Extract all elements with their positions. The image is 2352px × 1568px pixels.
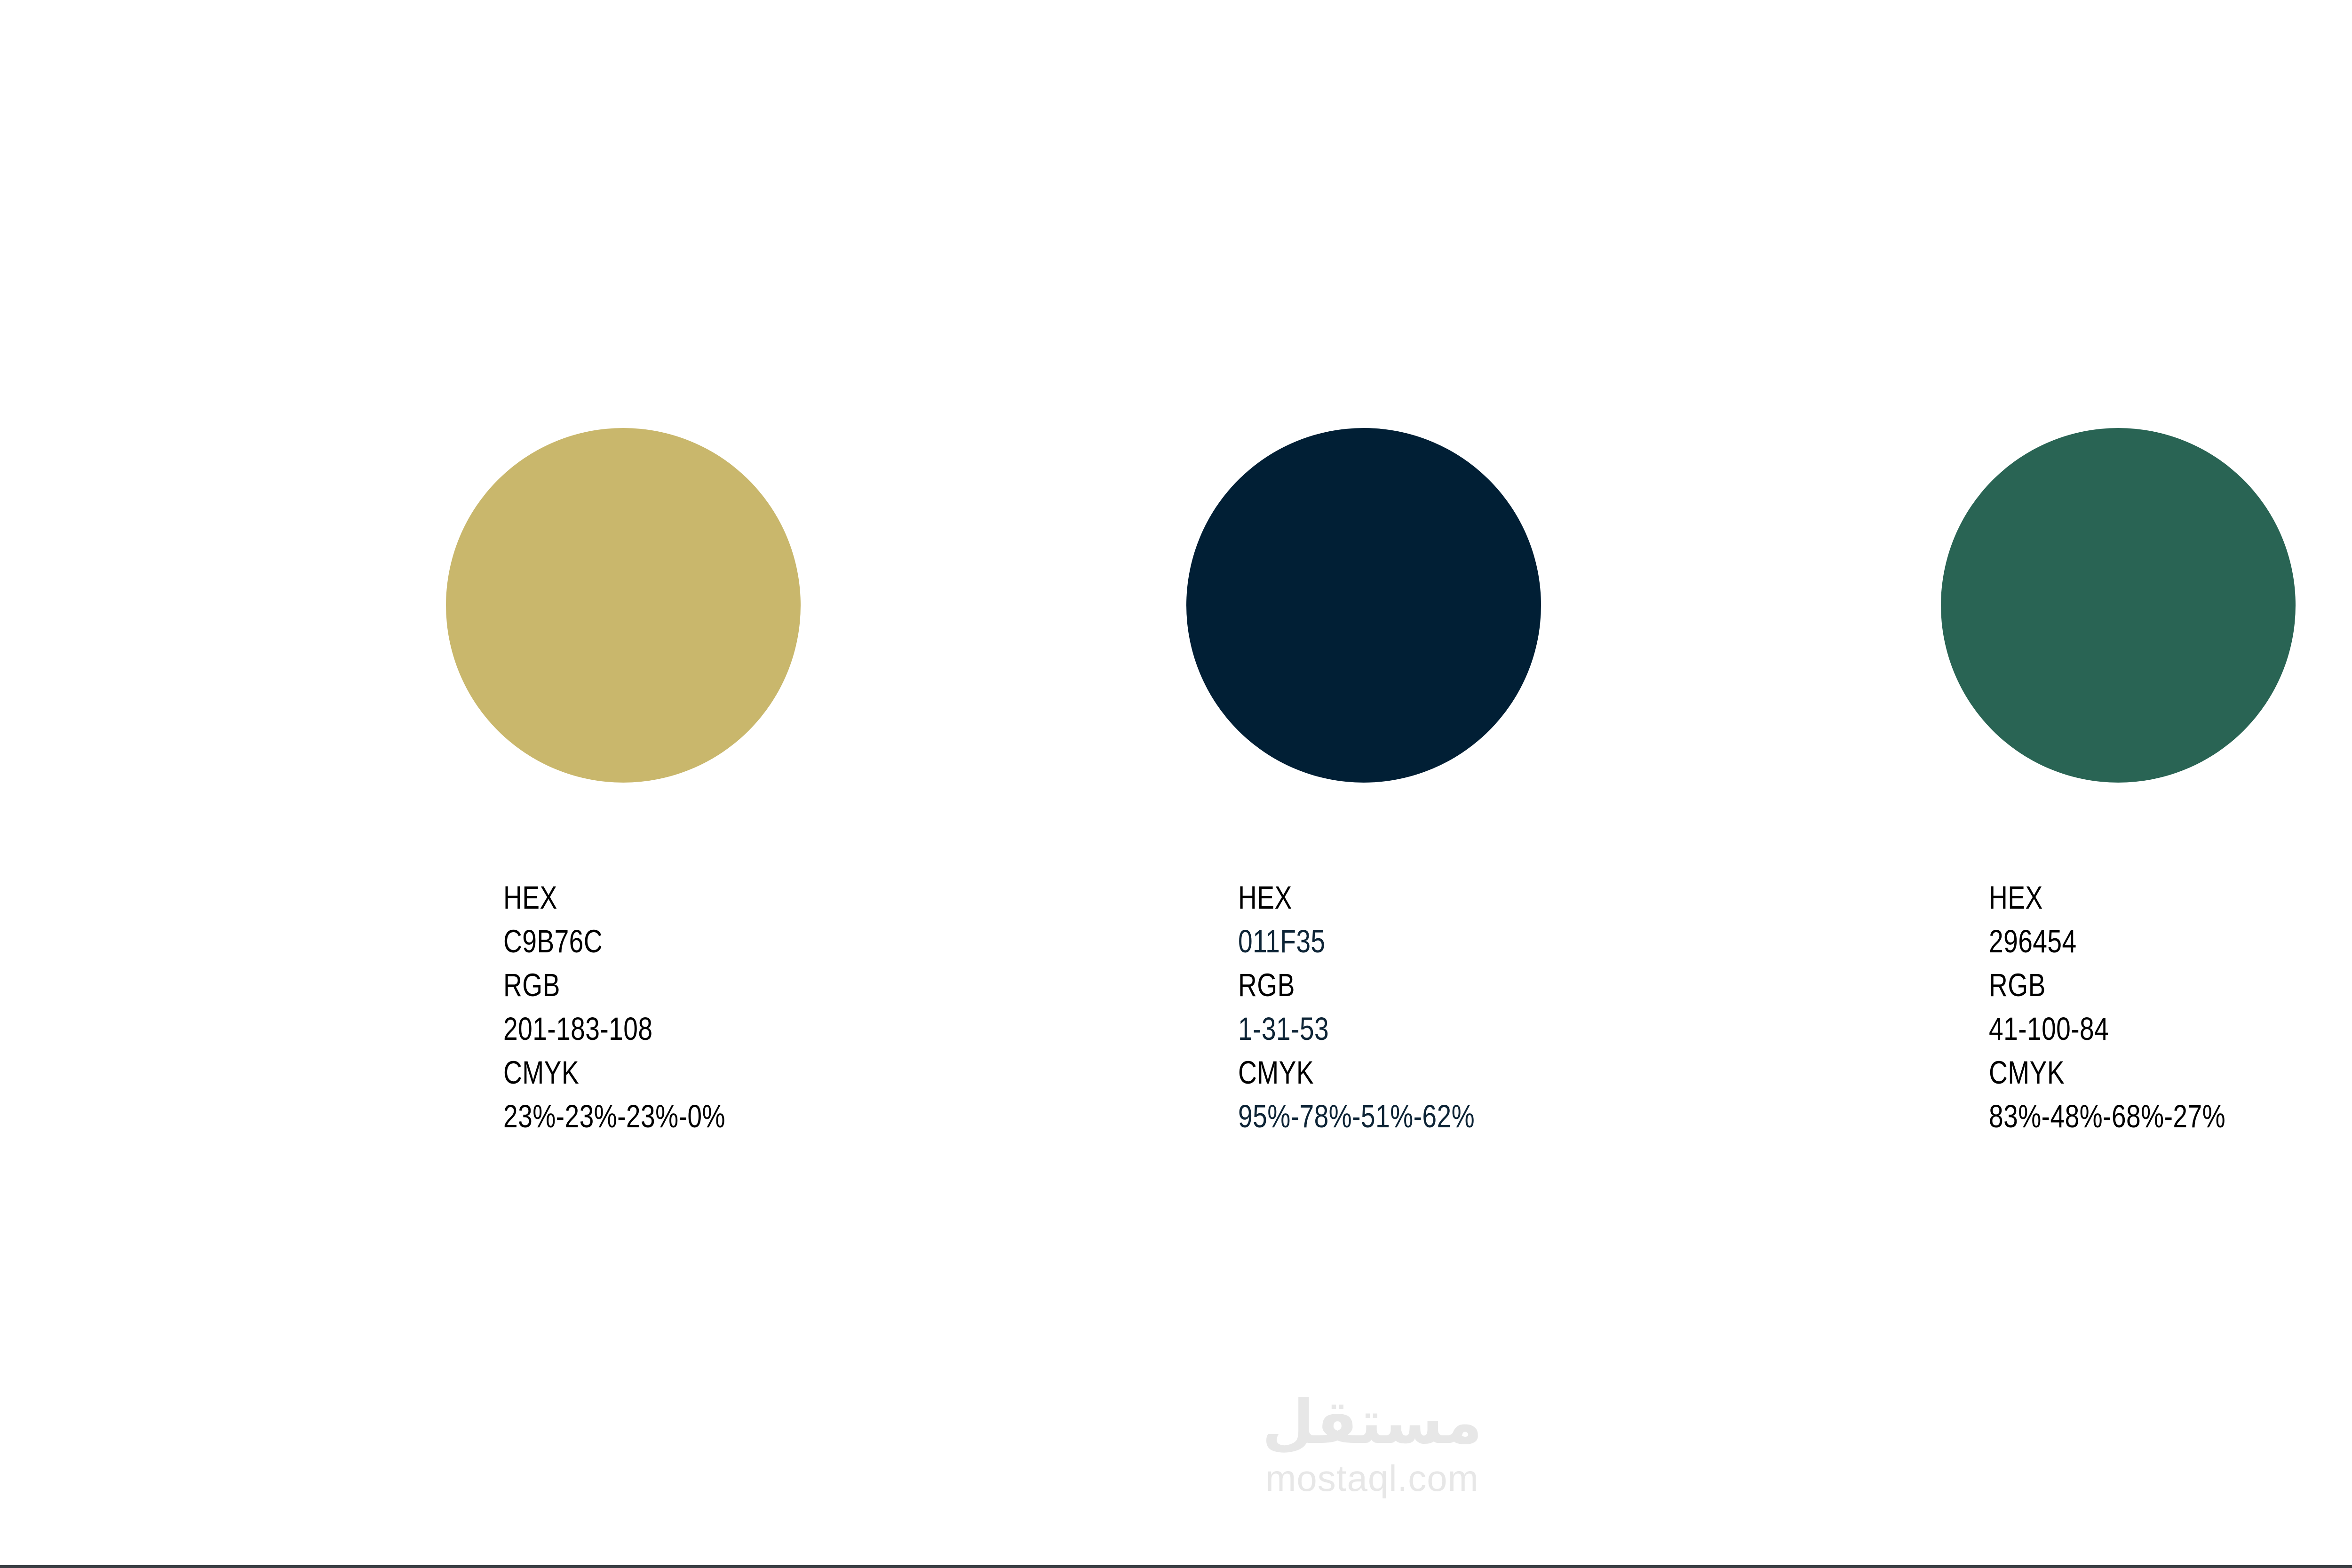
swatch-info-green: HEX 296454 RGB 41-100-84 CMYK 83%-48%-68… <box>1989 876 2234 1138</box>
swatch-circle-navy <box>1186 428 1541 783</box>
rgb-label-green: RGB <box>1989 967 2046 1003</box>
rgb-value-navy: 1-31-53 <box>1238 1011 1329 1047</box>
cmyk-label-green: CMYK <box>1989 1054 2065 1091</box>
swatch-circle-green <box>1941 428 2296 783</box>
cmyk-value-green: 83%-48%-68%-27% <box>1989 1098 2226 1134</box>
swatch-info-gold: HEX C9B76C RGB 201-183-108 CMYK 23%-23%-… <box>503 876 741 1138</box>
cmyk-label-navy: CMYK <box>1238 1054 1314 1091</box>
hex-label-green: HEX <box>1989 879 2043 916</box>
cmyk-label-gold: CMYK <box>503 1054 580 1091</box>
rgb-value-gold: 201-183-108 <box>503 1011 653 1047</box>
rgb-label-gold: RGB <box>503 967 560 1003</box>
color-swatch-navy: HEX 011F35 RGB 1-31-53 CMYK 95%-78%-51%-… <box>1186 428 1541 1138</box>
cmyk-value-gold: 23%-23%-23%-0% <box>503 1098 725 1134</box>
color-swatch-green: HEX 296454 RGB 41-100-84 CMYK 83%-48%-68… <box>1941 428 2296 1138</box>
watermark-arabic-logo: مستقل <box>1262 1387 1483 1457</box>
hex-value-gold: C9B76C <box>503 923 603 959</box>
hex-value-navy: 011F35 <box>1238 923 1326 959</box>
hex-label-gold: HEX <box>503 879 557 916</box>
cmyk-value-navy: 95%-78%-51%-62% <box>1238 1098 1475 1134</box>
hex-value-green: 296454 <box>1989 923 2077 959</box>
watermark: مستقل mostaql.com <box>1184 1387 1560 1498</box>
swatch-info-navy: HEX 011F35 RGB 1-31-53 CMYK 95%-78%-51%-… <box>1238 876 1480 1138</box>
swatch-circle-gold <box>446 428 801 783</box>
bottom-divider <box>0 1565 2352 1568</box>
rgb-label-navy: RGB <box>1238 967 1295 1003</box>
watermark-domain-text: mostaql.com <box>1265 1457 1479 1499</box>
hex-label-navy: HEX <box>1238 879 1292 916</box>
rgb-value-green: 41-100-84 <box>1989 1011 2109 1047</box>
color-swatch-gold: HEX C9B76C RGB 201-183-108 CMYK 23%-23%-… <box>446 428 801 1138</box>
